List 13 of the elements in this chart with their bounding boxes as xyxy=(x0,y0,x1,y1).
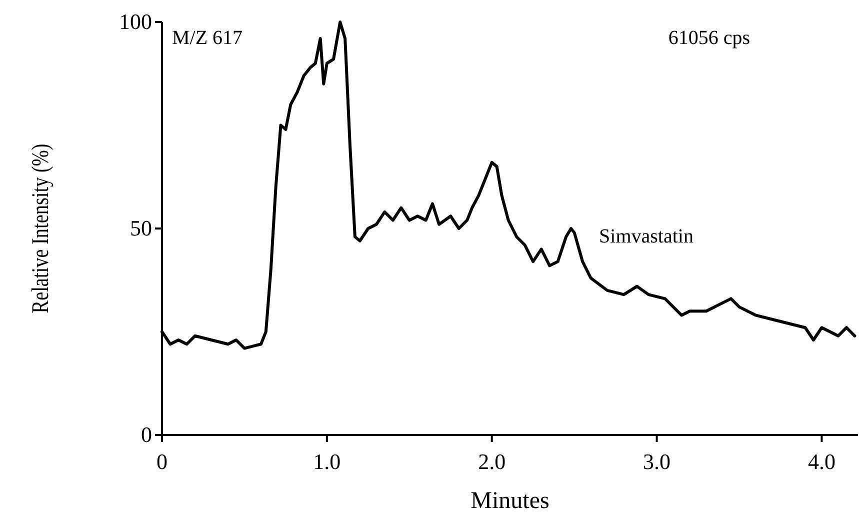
x-tick-label: 2.0 xyxy=(478,449,506,474)
annotation: 61056 cps xyxy=(668,27,750,49)
x-tick-label: 3.0 xyxy=(643,449,671,474)
y-tick-label: 50 xyxy=(130,216,152,241)
annotation: M/Z 617 xyxy=(172,27,243,49)
x-tick-label: 4.0 xyxy=(808,449,836,474)
y-tick-label: 0 xyxy=(141,422,152,448)
x-axis-title: Minutes xyxy=(470,488,550,514)
x-tick-label: 0 xyxy=(156,449,168,474)
annotation: Simvastatin xyxy=(599,226,694,248)
x-tick-label: 1.0 xyxy=(313,449,341,474)
y-tick-label: 100 xyxy=(119,9,152,34)
y-axis-title: Relative Intensity (%) xyxy=(27,144,54,314)
